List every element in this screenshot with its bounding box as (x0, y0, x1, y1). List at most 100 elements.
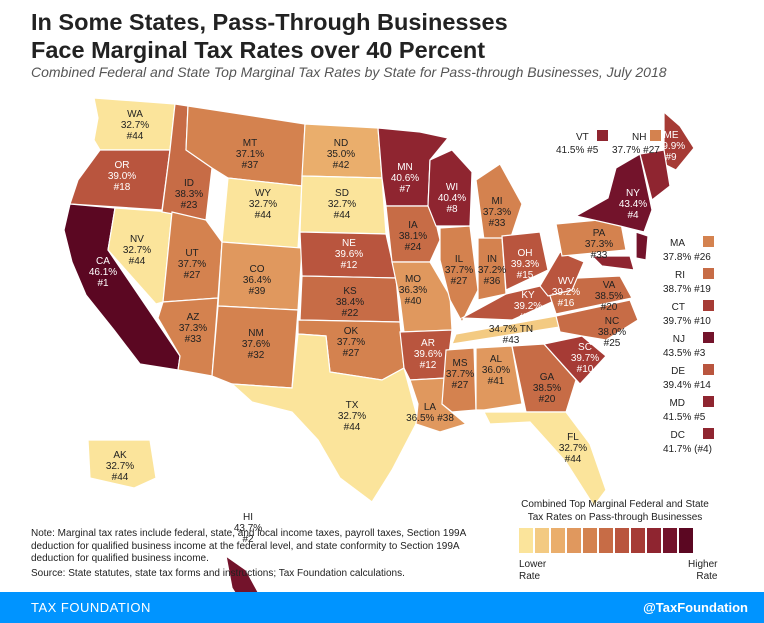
state-ny[interactable] (574, 153, 653, 233)
side-value-nh: 37.7% #27 (612, 145, 660, 156)
state-label-nd: #42 (333, 160, 350, 171)
state-ia[interactable] (385, 205, 441, 263)
state-ga[interactable] (511, 343, 577, 413)
state-label-me: 39.9% (657, 141, 685, 152)
side-swatch-dc (703, 428, 714, 439)
state-label-mo: MO (405, 274, 421, 285)
legend-swatch-6 (599, 528, 613, 553)
legend-swatch-7 (615, 528, 629, 553)
state-tx[interactable] (230, 333, 419, 503)
state-label-ky: KY (521, 290, 535, 301)
state-label-il: #27 (451, 276, 468, 287)
state-label-oh: #15 (517, 270, 534, 281)
state-nj[interactable] (635, 231, 649, 261)
state-label-ia: #24 (405, 242, 422, 253)
state-label-wa: 32.7% (121, 120, 149, 131)
state-label-nc: 38.0% (598, 327, 626, 338)
state-label-hi: 43.7% (234, 523, 262, 534)
state-label-mn: 40.6% (391, 173, 419, 184)
side-value-de: 39.4% #14 (663, 380, 711, 391)
state-label-id: ID (184, 178, 194, 189)
state-sc[interactable] (542, 335, 607, 385)
state-label-ak: 32.7% (106, 461, 134, 472)
state-label-wi: #8 (446, 204, 458, 215)
state-label-ok: #27 (343, 348, 360, 359)
state-il[interactable] (439, 225, 479, 324)
state-wv[interactable] (539, 251, 585, 297)
state-label-wi: 40.4% (438, 193, 466, 204)
state-label-ga: #20 (539, 394, 556, 405)
state-ne-cluster[interactable] (639, 149, 671, 202)
state-al[interactable] (475, 345, 523, 411)
state-label-tn: #43 (503, 335, 520, 346)
side-label-ri: RI (675, 270, 685, 281)
state-label-il: IL (455, 254, 464, 265)
side-label-md: MD (669, 398, 685, 409)
side-label-ma: MA (670, 238, 685, 249)
state-ak[interactable] (87, 439, 157, 489)
state-label-nv: 32.7% (123, 245, 151, 256)
side-value-md: 41.5% #5 (663, 412, 706, 423)
state-label-nc: NC (605, 316, 619, 327)
side-swatch-de (703, 364, 714, 375)
state-label-me: ME (664, 130, 679, 141)
state-label-ny: #4 (627, 210, 639, 221)
side-label-vt: VT (576, 132, 589, 143)
state-label-tx: TX (346, 400, 359, 411)
state-label-or: #18 (114, 182, 131, 193)
footnote: Note: Marginal tax rates include federal… (31, 528, 466, 564)
state-label-id: #23 (181, 200, 198, 211)
state-label-ar: 39.6% (414, 349, 442, 360)
state-label-ca: 46.1% (89, 267, 117, 278)
state-fl[interactable] (483, 411, 607, 508)
state-label-hi: #2 (242, 534, 254, 545)
state-label-ca: CA (96, 256, 110, 267)
state-label-ne: 39.6% (335, 249, 363, 260)
side-swatch-nj (703, 332, 714, 343)
state-oh[interactable] (501, 231, 549, 291)
state-label-va: VA (603, 280, 616, 291)
state-label-sd: #44 (334, 210, 351, 221)
state-label-ks: KS (343, 286, 357, 297)
state-label-id: 38.3% (175, 189, 203, 200)
legend-high-label: Higher Rate (688, 559, 717, 583)
state-label-va: 38.5% (595, 291, 623, 302)
state-label-al: AL (490, 354, 503, 365)
state-label-va: #20 (601, 302, 618, 313)
state-label-az: #33 (185, 334, 202, 345)
legend-swatch-1 (519, 528, 533, 553)
side-value-dc: 41.7% (#4) (663, 444, 712, 455)
state-label-nm: 37.6% (242, 339, 270, 350)
state-label-wv: #16 (558, 298, 575, 309)
state-label-ga: 38.5% (533, 383, 561, 394)
state-ms[interactable] (441, 347, 477, 413)
side-label-de: DE (671, 366, 685, 377)
state-label-ms: MS (453, 358, 468, 369)
legend-low-line-2: Rate (519, 571, 541, 582)
state-mi[interactable] (475, 163, 523, 241)
state-label-mt: 37.1% (236, 149, 264, 160)
state-md-de[interactable] (590, 255, 635, 271)
state-label-fl: 32.7% (559, 443, 587, 454)
state-nc[interactable] (555, 299, 639, 341)
state-label-nm: NM (248, 328, 264, 339)
footer-handle[interactable]: @TaxFoundation (643, 600, 748, 615)
state-label-tn: 34.7% TN (489, 324, 533, 335)
state-label-co: #39 (249, 286, 266, 297)
state-label-wy: WY (255, 188, 271, 199)
side-value-ri: 38.7% #19 (663, 284, 711, 295)
state-label-sc: SC (578, 342, 592, 353)
state-label-nm: #32 (248, 350, 265, 361)
state-or[interactable] (69, 149, 171, 211)
state-label-wy: #44 (255, 210, 272, 221)
side-label-nh: NH (632, 132, 646, 143)
state-label-ms: #27 (452, 380, 469, 391)
state-label-ia: 38.1% (399, 231, 427, 242)
legend-low-line-1: Lower (519, 559, 547, 570)
legend-low-label: Lower Rate (519, 559, 546, 583)
page-subtitle: Combined Federal and State Top Marginal … (31, 64, 667, 80)
side-label-dc: DC (671, 430, 685, 441)
state-label-la: LA (424, 402, 437, 413)
state-label-ga: GA (540, 372, 555, 383)
